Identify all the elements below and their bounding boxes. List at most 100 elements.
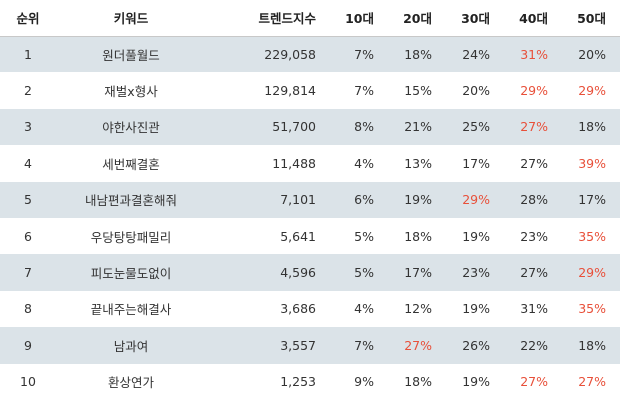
rank-cell: 10 [0, 363, 56, 400]
age-40s-cell: 27% [504, 108, 562, 146]
age-10s-cell: 8% [330, 108, 388, 146]
trend-index-cell: 11,488 [206, 145, 330, 182]
table-row: 10 환상연가 1,253 9% 18% 19% 27% 27% [0, 363, 620, 400]
age-10s-cell: 7% [330, 327, 388, 364]
age-20s-cell: 18% [388, 36, 446, 73]
age-40s-cell: 23% [504, 217, 562, 255]
trend-index-cell: 3,686 [206, 290, 330, 328]
rank-cell: 9 [0, 327, 56, 364]
age-30s-cell: 24% [446, 36, 504, 73]
age-20s-cell: 27% [388, 327, 446, 364]
trend-index-cell: 4,596 [206, 254, 330, 291]
age-30s-cell: 19% [446, 363, 504, 400]
trend-index-cell: 1,253 [206, 363, 330, 400]
age-30s-cell: 19% [446, 217, 504, 255]
age-40s-cell: 27% [504, 254, 562, 291]
age-40s-cell: 31% [504, 36, 562, 73]
keyword-cell: 우당탕탕패밀리 [56, 217, 206, 255]
table-header-row: 순위 키워드 트렌드지수 10대 20대 30대 40대 50대 [0, 0, 620, 37]
age-20s-cell: 21% [388, 108, 446, 146]
age-30s-cell: 19% [446, 290, 504, 328]
age-20s-cell: 18% [388, 217, 446, 255]
rank-cell: 7 [0, 254, 56, 291]
age-50s-cell: 35% [562, 290, 620, 328]
age-20s-cell: 17% [388, 254, 446, 291]
age-30s-cell: 20% [446, 72, 504, 109]
trend-index-cell: 7,101 [206, 181, 330, 218]
rank-cell: 2 [0, 72, 56, 109]
age-30s-cell: 25% [446, 108, 504, 146]
header-keyword: 키워드 [56, 0, 206, 37]
table-row: 2 재벌x형사 129,814 7% 15% 20% 29% 29% [0, 72, 620, 109]
rank-cell: 1 [0, 36, 56, 73]
table-row: 3 야한사진관 51,700 8% 21% 25% 27% 18% [0, 108, 620, 146]
age-10s-cell: 5% [330, 254, 388, 291]
age-40s-cell: 27% [504, 363, 562, 400]
age-50s-cell: 29% [562, 72, 620, 109]
age-50s-cell: 39% [562, 145, 620, 182]
header-rank: 순위 [0, 0, 56, 37]
age-10s-cell: 7% [330, 36, 388, 73]
age-40s-cell: 22% [504, 327, 562, 364]
age-20s-cell: 13% [388, 145, 446, 182]
trend-index-cell: 5,641 [206, 217, 330, 255]
trend-index-cell: 229,058 [206, 36, 330, 73]
trend-index-cell: 129,814 [206, 72, 330, 109]
keyword-cell: 재벌x형사 [56, 72, 206, 109]
header-trend-index: 트렌드지수 [206, 0, 330, 37]
header-age-10s: 10대 [330, 0, 388, 37]
age-40s-cell: 29% [504, 72, 562, 109]
age-30s-cell: 23% [446, 254, 504, 291]
age-10s-cell: 9% [330, 363, 388, 400]
header-age-20s: 20대 [388, 0, 446, 37]
age-50s-cell: 17% [562, 181, 620, 218]
table-body: 1 원더풀월드 229,058 7% 18% 24% 31% 20% 2 재벌x형사 129,814… [0, 36, 620, 400]
age-50s-cell: 18% [562, 108, 620, 146]
age-10s-cell: 5% [330, 217, 388, 255]
age-50s-cell: 29% [562, 254, 620, 291]
rank-cell: 8 [0, 290, 56, 328]
header-age-50s: 50대 [562, 0, 620, 37]
keyword-cell: 원더풀월드 [56, 36, 206, 73]
age-40s-cell: 27% [504, 145, 562, 182]
age-10s-cell: 6% [330, 181, 388, 218]
keyword-cell: 환상연가 [56, 363, 206, 400]
keyword-cell: 내남편과결혼해줘 [56, 181, 206, 218]
rank-cell: 6 [0, 217, 56, 255]
table-row: 4 세번째결혼 11,488 4% 13% 17% 27% 39% [0, 145, 620, 182]
age-20s-cell: 15% [388, 72, 446, 109]
rank-cell: 5 [0, 181, 56, 218]
table-row: 8 끝내주는해결사 3,686 4% 12% 19% 31% 35% [0, 290, 620, 328]
table-row: 5 내남편과결혼해줘 7,101 6% 19% 29% 28% 17% [0, 181, 620, 218]
age-50s-cell: 35% [562, 217, 620, 255]
age-40s-cell: 28% [504, 181, 562, 218]
table-row: 9 남과여 3,557 7% 27% 26% 22% 18% [0, 327, 620, 364]
age-10s-cell: 4% [330, 145, 388, 182]
age-30s-cell: 26% [446, 327, 504, 364]
table-row: 1 원더풀월드 229,058 7% 18% 24% 31% 20% [0, 36, 620, 73]
age-50s-cell: 18% [562, 327, 620, 364]
header-age-30s: 30대 [446, 0, 504, 37]
header-age-40s: 40대 [504, 0, 562, 37]
trend-index-cell: 3,557 [206, 327, 330, 364]
trend-index-cell: 51,700 [206, 108, 330, 146]
age-50s-cell: 27% [562, 363, 620, 400]
keyword-cell: 세번째결혼 [56, 145, 206, 182]
table-row: 6 우당탕탕패밀리 5,641 5% 18% 19% 23% 35% [0, 217, 620, 255]
keyword-cell: 남과여 [56, 327, 206, 364]
keyword-cell: 야한사진관 [56, 108, 206, 146]
age-40s-cell: 31% [504, 290, 562, 328]
table-row: 7 피도눈물도없이 4,596 5% 17% 23% 27% 29% [0, 254, 620, 291]
age-20s-cell: 18% [388, 363, 446, 400]
age-30s-cell: 29% [446, 181, 504, 218]
age-30s-cell: 17% [446, 145, 504, 182]
age-20s-cell: 19% [388, 181, 446, 218]
keyword-cell: 끝내주는해결사 [56, 290, 206, 328]
rank-cell: 4 [0, 145, 56, 182]
age-20s-cell: 12% [388, 290, 446, 328]
rank-cell: 3 [0, 108, 56, 146]
age-50s-cell: 20% [562, 36, 620, 73]
age-10s-cell: 7% [330, 72, 388, 109]
age-10s-cell: 4% [330, 290, 388, 328]
